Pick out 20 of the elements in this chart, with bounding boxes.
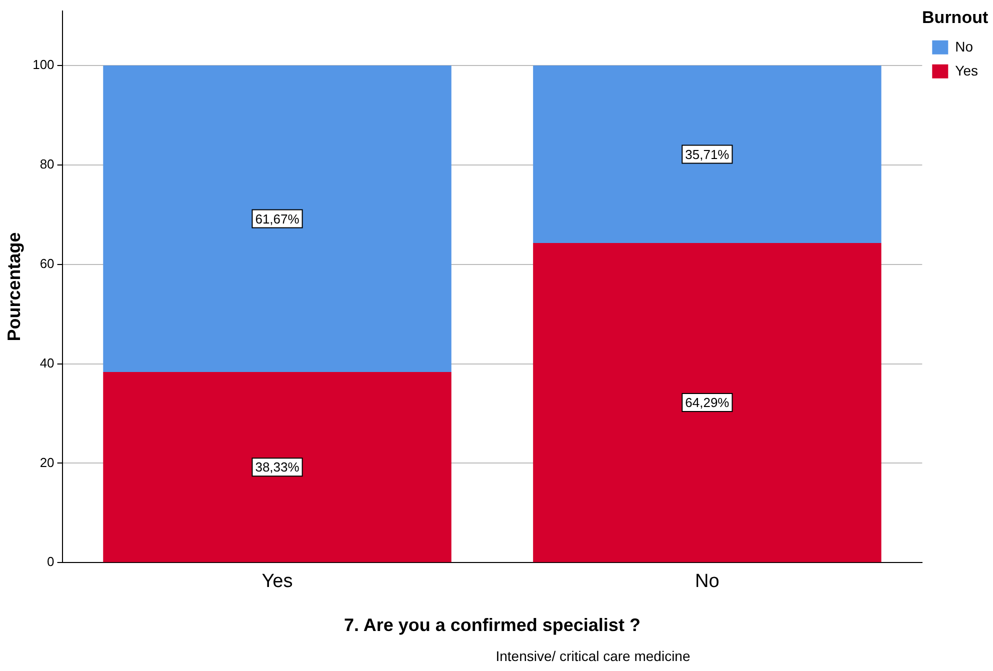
data-label: 35,71% bbox=[685, 146, 730, 162]
text: Intensive/ critical care medicine bbox=[496, 648, 690, 664]
y-tick-label: 40 bbox=[40, 355, 54, 370]
data-label: 61,67% bbox=[255, 211, 300, 226]
y-tick-label: 20 bbox=[40, 454, 54, 470]
bar bbox=[533, 65, 882, 244]
bar bbox=[103, 372, 452, 562]
y-tick-label: 0 bbox=[47, 554, 54, 570]
bar bbox=[533, 243, 882, 562]
x-axis-title: 7. Are you a confirmed specialist ? bbox=[344, 615, 640, 636]
y-axis-title: Pourcentage bbox=[4, 232, 24, 342]
bar bbox=[103, 65, 452, 372]
legend-label: Yes bbox=[955, 62, 978, 78]
y-tick-label: 60 bbox=[40, 256, 54, 271]
y-tick-label: 100 bbox=[32, 57, 54, 72]
data-label: 64,29% bbox=[685, 395, 730, 410]
legend-label: No bbox=[955, 38, 974, 54]
legend-title: Burnout bbox=[922, 8, 988, 28]
y-tick-label: 80 bbox=[40, 156, 54, 172]
data-label: 38,33% bbox=[255, 460, 300, 475]
